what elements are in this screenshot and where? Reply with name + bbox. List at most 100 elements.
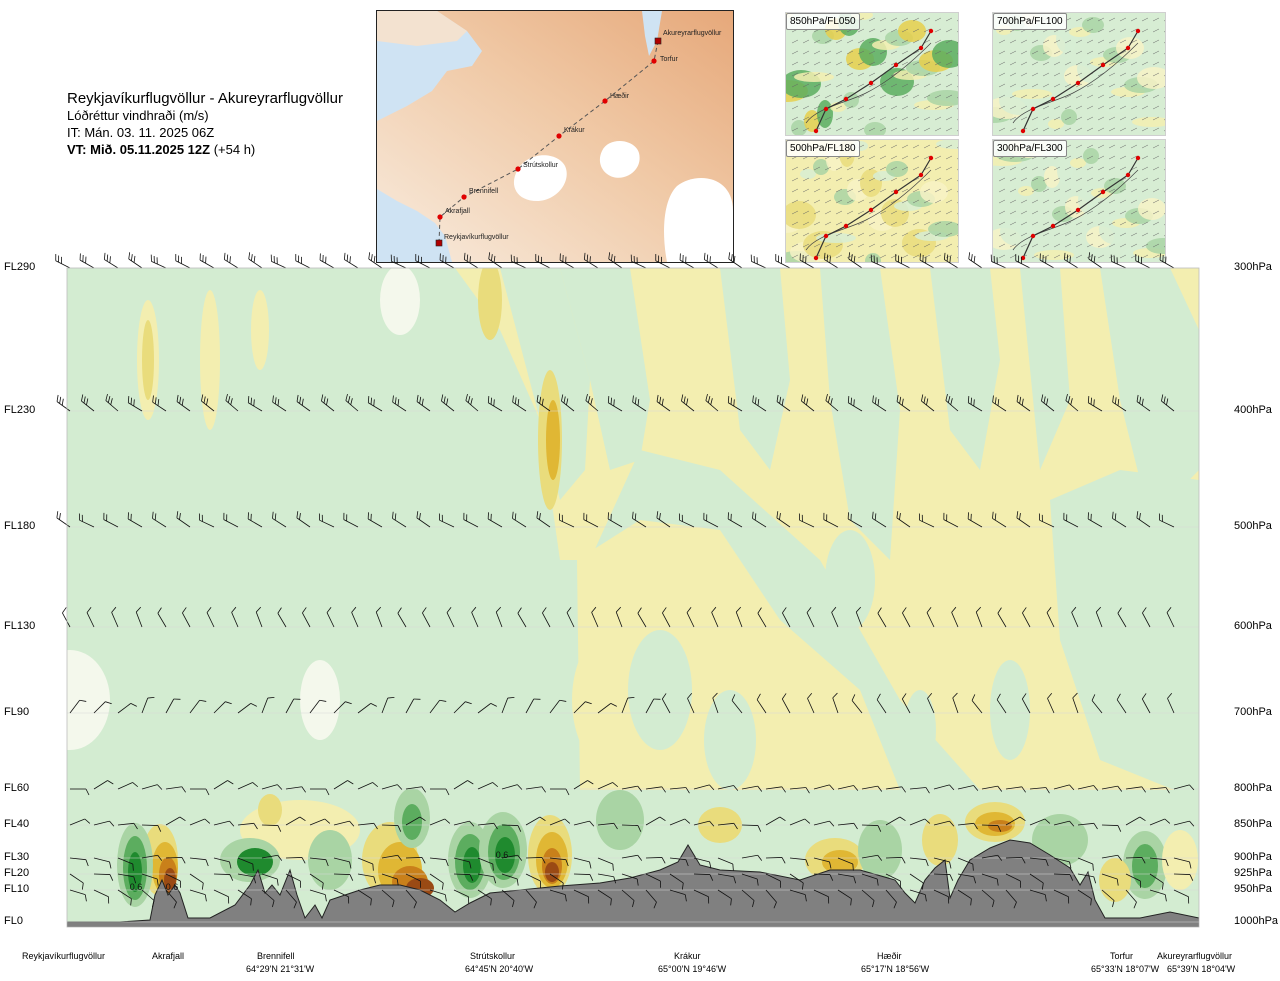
barb-flag: [274, 397, 277, 404]
barb-flag: [1021, 857, 1026, 864]
mini-wind-barb: [1075, 210, 1083, 215]
level-gridlines: [67, 268, 1199, 923]
land: [377, 11, 733, 262]
wind-barb: [608, 252, 623, 269]
wind-barb: [165, 857, 186, 864]
wind-barb: [213, 873, 234, 881]
barb-flag: [637, 825, 642, 832]
barb-staff: [429, 857, 446, 861]
barb-staff: [1029, 873, 1044, 884]
barb-staff: [813, 873, 831, 875]
barb-flag: [947, 396, 951, 403]
waypoint-marker[interactable]: [437, 214, 443, 220]
mini-wind-barb: [923, 188, 931, 193]
mini-wind-barb: [1042, 199, 1050, 204]
wind-barb: [807, 692, 815, 714]
mini-map-500[interactable]: 500hPa/FL180: [785, 139, 959, 263]
barb-flag: [781, 256, 782, 264]
mini-wind-barb: [846, 116, 854, 121]
barb-staff: [1125, 816, 1141, 826]
mini-map-300[interactable]: 300hPa/FL300: [992, 139, 1166, 263]
mini-wind-barb: [1130, 28, 1138, 33]
mini-coastline: [805, 169, 932, 251]
mini-wind-barb: [1086, 83, 1094, 88]
mini-wind-barb: [813, 116, 821, 121]
mini-wind-barb: [890, 83, 898, 88]
wind-barb: [105, 393, 119, 412]
mini-map-850[interactable]: 850hPa/FL050: [785, 12, 959, 136]
barb-staff: [103, 519, 119, 528]
barb-flag: [923, 396, 926, 404]
waypoint-marker[interactable]: [461, 194, 467, 200]
barb-staff: [127, 518, 143, 528]
barb-flag: [541, 256, 542, 264]
barb-flag: [872, 511, 874, 519]
barb-flag: [373, 255, 376, 263]
barb-staff: [712, 697, 719, 714]
wind-barb: [237, 703, 257, 714]
barb-flag: [612, 782, 619, 788]
wind-barb: [926, 607, 935, 628]
airport-marker[interactable]: [654, 37, 662, 45]
wind-barb: [405, 698, 421, 714]
mini-wind-barb: [1130, 94, 1138, 99]
barb-flag: [952, 692, 958, 699]
barb-staff: [81, 400, 95, 412]
mini-wind-barb: [1108, 127, 1116, 132]
barb-staff: [847, 518, 863, 528]
wind-barb: [573, 857, 592, 869]
mini-wind-barb: [835, 188, 843, 193]
mini-wind-barb: [1031, 166, 1039, 171]
mini-wind-barb: [1053, 116, 1061, 121]
wind-barb: [381, 854, 403, 861]
barb-staff: [1088, 258, 1103, 269]
mini-map-700[interactable]: 700hPa/FL100: [992, 12, 1166, 136]
barb-flag: [373, 399, 375, 407]
barb-flag: [756, 257, 758, 265]
barb-staff: [405, 857, 423, 859]
barb-staff: [621, 697, 629, 714]
mini-wind-barb: [1031, 221, 1039, 226]
mini-wind-barb: [791, 232, 799, 237]
map-point-label: Akureyrarflugvöllur: [663, 30, 722, 37]
barb-staff: [296, 517, 311, 528]
station-coord: 65°33'N 18°07'W: [1091, 964, 1160, 974]
mini-wind-barb: [934, 177, 942, 182]
waypoint-marker[interactable]: [556, 133, 562, 139]
barb-flag: [397, 607, 402, 614]
barb-flag: [299, 396, 302, 404]
barb-flag: [973, 823, 978, 830]
wind-barb: [93, 873, 114, 881]
mini-wind-barb: [1009, 243, 1017, 248]
wind-barb: [909, 857, 929, 867]
barb-staff: [731, 700, 743, 714]
waypoint-marker[interactable]: [651, 58, 657, 64]
mini-wind-barb: [934, 127, 942, 132]
mini-wind-barb: [1064, 210, 1072, 215]
barb-flag: [1141, 256, 1142, 264]
barb-staff: [525, 698, 535, 714]
barb-staff: [1173, 873, 1191, 875]
mini-wind-barb: [1075, 177, 1083, 182]
waypoint-marker[interactable]: [602, 98, 608, 104]
barb-flag: [152, 511, 154, 519]
barb-flag: [637, 398, 640, 406]
wind-barb: [693, 857, 712, 869]
mini-wind-barb: [879, 243, 887, 248]
barb-staff: [487, 518, 503, 528]
barb-flag: [181, 398, 184, 406]
barb-flag: [512, 900, 515, 908]
barb-flag: [372, 863, 374, 871]
barb-flag: [779, 881, 781, 888]
barb-flag: [971, 254, 973, 261]
velocity-cell: [904, 690, 936, 770]
wind-barb: [261, 873, 279, 886]
barb-flag: [852, 863, 854, 871]
wind-barb: [1173, 873, 1194, 881]
mini-wind-barb: [1020, 232, 1028, 237]
wind-barb: [392, 395, 407, 412]
airport-marker[interactable]: [435, 239, 443, 247]
mini-wind-barb: [1075, 72, 1083, 77]
barb-flag: [1069, 861, 1072, 869]
waypoint-marker[interactable]: [515, 166, 521, 172]
